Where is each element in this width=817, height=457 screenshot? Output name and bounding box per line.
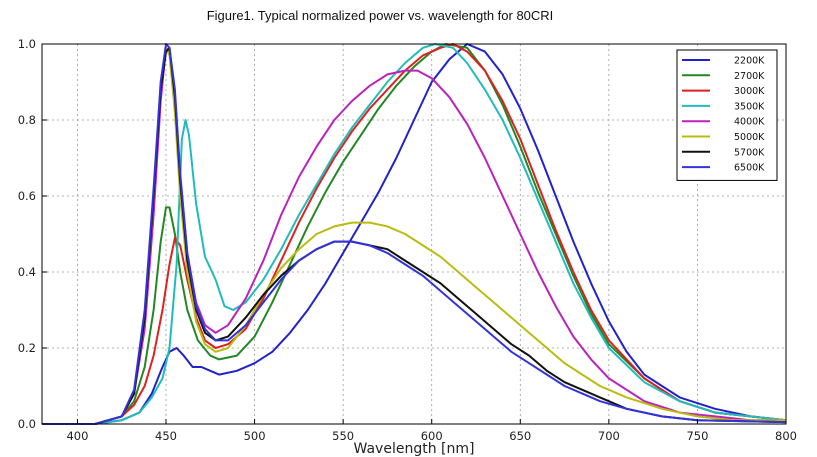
x-tick-label: 750: [686, 429, 708, 443]
plot-area-background: [42, 44, 786, 424]
series-line-6500K: [42, 43, 787, 425]
x-tick-label: 650: [509, 429, 531, 443]
series-line-2700K: [42, 43, 787, 425]
x-axis-label: Wavelength [nm]: [354, 441, 475, 457]
x-tick-label: 450: [155, 429, 177, 443]
y-tick-label: 0.0: [18, 417, 36, 431]
legend-label-6500K: 6500K: [734, 163, 765, 174]
y-tick-label: 0.2: [18, 341, 36, 355]
x-tick-label: 550: [332, 429, 354, 443]
legend-label-5000K: 5000K: [734, 132, 765, 143]
legend-label-5700K: 5700K: [734, 147, 765, 158]
x-tick-label: 400: [66, 429, 88, 443]
plot-frame: [41, 43, 787, 425]
x-tick-label: 800: [775, 429, 797, 443]
x-tick-label: 600: [421, 429, 443, 443]
x-tick-label: 500: [244, 429, 266, 443]
legend-label-3000K: 3000K: [734, 86, 765, 97]
x-tick-label: 700: [598, 429, 620, 443]
y-tick-label: 0.8: [18, 113, 36, 127]
y-tick-label: 1.0: [18, 37, 36, 51]
legend: 2200K 2700K 3000K 3500K 4000K 5000K 5700K 6500K: [676, 49, 778, 181]
legend-box: [676, 49, 778, 181]
y-tick-label: 0.6: [18, 189, 36, 203]
axis-ticks: 400 450 500 550 600 650 700 750 800 0.0 0.2 0.4 0.6 0…: [18, 37, 797, 443]
legend-label-4000K: 4000K: [734, 117, 765, 128]
series-line-3500K: [42, 43, 787, 425]
legend-label-2200K: 2200K: [734, 56, 765, 67]
legend-label-3500K: 3500K: [734, 101, 765, 112]
series-lines: [42, 43, 787, 425]
y-tick-label: 0.4: [18, 265, 36, 279]
chart-title: Figure1. Typical normalized power vs. wa…: [206, 8, 554, 23]
series-line-3000K: [42, 43, 787, 425]
legend-label-2700K: 2700K: [734, 71, 765, 82]
